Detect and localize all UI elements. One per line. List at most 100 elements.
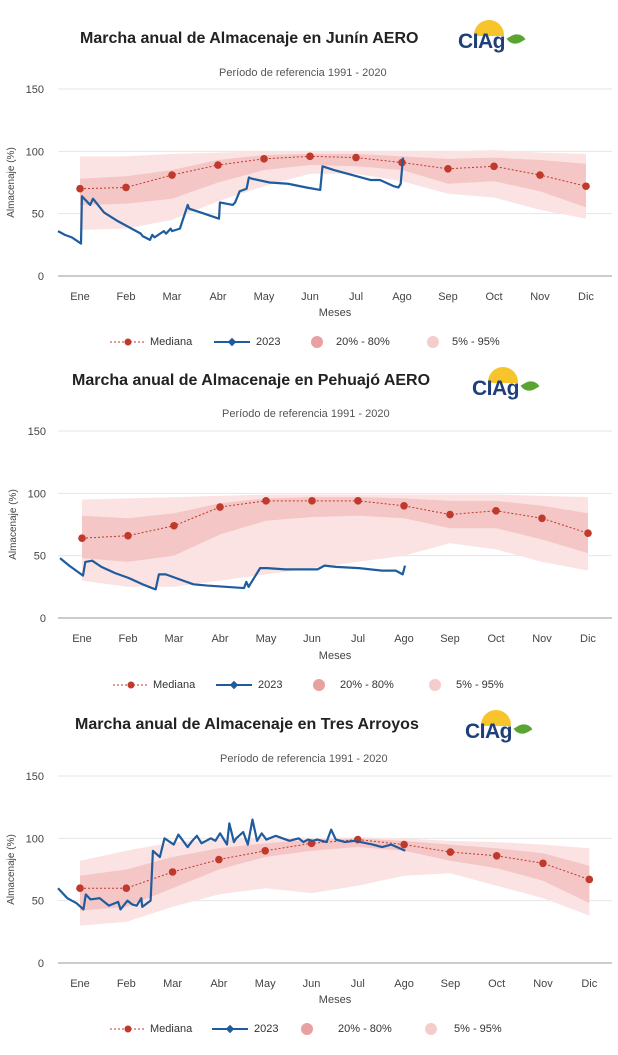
- legend-band-20-80-marker: [301, 1023, 313, 1035]
- leaf-icon: [520, 377, 540, 395]
- x-tick-label: Oct: [487, 633, 504, 645]
- legend-band-5-95-label: 5% - 95%: [454, 1023, 502, 1035]
- legend-median-label: Mediana: [153, 679, 196, 691]
- leaf-icon: [513, 720, 533, 738]
- x-tick-label: Abr: [210, 978, 227, 990]
- chart-subtitle: Período de referencia 1991 - 2020: [220, 753, 388, 765]
- x-tick-label: Feb: [119, 633, 138, 645]
- legend-2023-label: 2023: [258, 679, 283, 691]
- chart-subtitle: Período de referencia 1991 - 2020: [219, 67, 387, 79]
- x-tick-label: Feb: [117, 291, 136, 303]
- median-point: [492, 506, 500, 515]
- chart-title: Marcha anual de Almacenaje en Pehuajó AE…: [72, 372, 431, 389]
- legend-median-label: Mediana: [150, 336, 193, 348]
- median-point: [584, 529, 592, 538]
- x-tick-label: Oct: [485, 291, 502, 303]
- chart-svg-pehuajo: 0 50 100 150 Almacenaje (%) Ene Feb Mar Abr May Ju…: [8, 426, 612, 662]
- median-point: [354, 497, 362, 505]
- median-point: [76, 184, 84, 193]
- leaf-icon: [506, 30, 526, 48]
- legend-2023-marker: [212, 1024, 248, 1034]
- x-tick-label: Dic: [578, 291, 594, 303]
- legend-median-marker: [110, 338, 146, 346]
- sun-icon: [481, 710, 511, 726]
- x-tick-label: Ene: [70, 291, 90, 303]
- x-tick-label: Sep: [440, 633, 460, 645]
- logo-text: CIAg: [458, 30, 506, 53]
- legend-band-20-80-label: 20% - 80%: [340, 679, 394, 691]
- median-point: [168, 868, 177, 876]
- legend-band-20-80-marker: [313, 679, 325, 691]
- median-point: [122, 884, 131, 892]
- chart-panel-pehuajo: 0 50 100 150 Almacenaje (%) Ene Feb Mar Abr May Ju…: [0, 355, 618, 700]
- band-20-80: [80, 838, 590, 911]
- x-tick-label: Nov: [533, 978, 553, 990]
- legend-band-5-95-label: 5% - 95%: [452, 336, 500, 348]
- x-tick-label: Jun: [303, 978, 321, 990]
- legend-band-5-95-marker: [429, 679, 441, 691]
- median-point: [539, 859, 547, 868]
- y-tick-label: 150: [26, 84, 44, 96]
- legend-2023-label: 2023: [254, 1023, 279, 1035]
- y-tick-label: 150: [26, 771, 44, 783]
- median-point: [490, 162, 498, 171]
- legend-median-marker: [113, 681, 149, 689]
- chart-title: Marcha anual de Almacenaje en Junín AERO: [80, 30, 419, 47]
- median-point: [400, 840, 408, 849]
- legend-2023-marker: [216, 680, 252, 690]
- ciag-logo: CIAg: [456, 20, 526, 60]
- median-point: [444, 164, 452, 173]
- x-tick-label: Jul: [349, 291, 363, 303]
- median-point: [122, 183, 130, 192]
- y-tick-label: 50: [32, 209, 44, 221]
- median-point: [538, 514, 546, 523]
- y-tick-label: 100: [26, 146, 44, 158]
- x-tick-label: Mar: [165, 633, 184, 645]
- y-tick-label: 100: [28, 488, 46, 500]
- x-tick-label: Abr: [211, 633, 228, 645]
- x-tick-label: Jun: [303, 633, 321, 645]
- y-tick-label: 50: [32, 896, 44, 908]
- chart-title: Marcha anual de Almacenaje en Tres Arroy…: [75, 716, 419, 733]
- sun-icon: [488, 367, 518, 383]
- median-line: [79, 155, 587, 190]
- median-point: [446, 510, 454, 519]
- x-tick-label: Nov: [530, 291, 550, 303]
- x-tick-label: Abr: [209, 291, 226, 303]
- median-point: [261, 847, 270, 855]
- x-tick-label: Jul: [351, 978, 365, 990]
- median-point: [400, 502, 408, 510]
- logo-text: CIAg: [472, 377, 520, 400]
- x-tick-label: Mar: [163, 291, 182, 303]
- chart-svg-tres-arroyos: 0 50 100 150 Almacenaje (%) Ene Feb Mar Abr May Ju…: [6, 771, 612, 1006]
- series-2023-line: [57, 818, 406, 911]
- y-tick-label: 0: [40, 613, 46, 625]
- x-tick-label: Ago: [392, 291, 412, 303]
- legend-median-label: Mediana: [150, 1023, 193, 1035]
- median-point: [215, 855, 223, 864]
- ciag-logo: CIAg: [470, 367, 540, 407]
- median-point: [262, 497, 270, 505]
- median-point: [260, 155, 268, 163]
- legend-band-5-95-label: 5% - 95%: [456, 679, 504, 691]
- y-tick-label: 100: [26, 833, 44, 845]
- series-2023-line: [57, 157, 405, 245]
- x-tick-label: Sep: [438, 291, 458, 303]
- legend-band-20-80-marker: [311, 336, 323, 348]
- series-2023-line: [59, 557, 407, 591]
- x-tick-label: Jun: [301, 291, 319, 303]
- y-tick-label: 0: [38, 958, 44, 970]
- median-line: [80, 839, 590, 889]
- median-point: [306, 152, 314, 161]
- x-axis-label: Meses: [319, 994, 352, 1006]
- legend-2023-label: 2023: [256, 336, 281, 348]
- median-point: [216, 503, 224, 511]
- x-tick-label: Feb: [117, 978, 136, 990]
- x-tick-label: Sep: [441, 978, 461, 990]
- x-tick-label: Ago: [394, 633, 414, 645]
- x-tick-label: Oct: [488, 978, 505, 990]
- median-point: [492, 851, 501, 860]
- ciag-logo: CIAg: [463, 710, 533, 750]
- x-axis-label: Meses: [319, 650, 352, 662]
- median-point: [446, 848, 455, 856]
